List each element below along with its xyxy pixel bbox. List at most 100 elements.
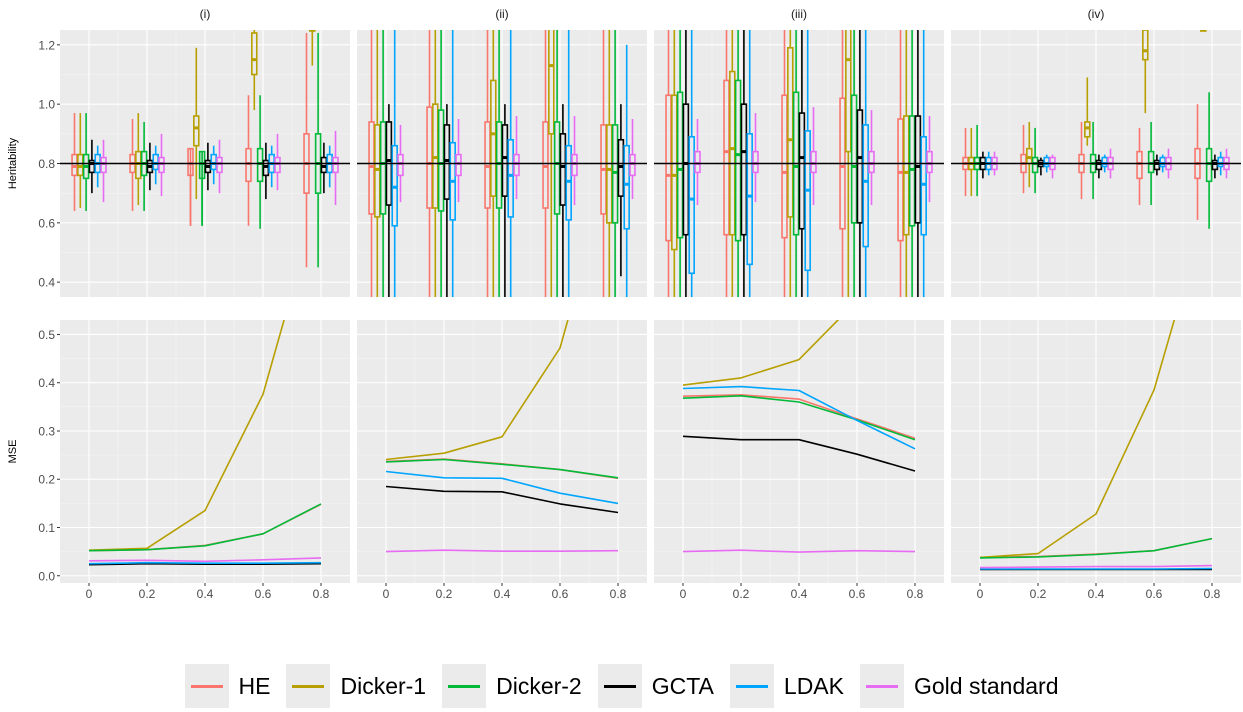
box-he <box>484 30 491 297</box>
box-gcta <box>501 104 509 297</box>
box-dicker-1 <box>1200 30 1207 32</box>
box-gcta <box>146 142 154 191</box>
legend-label-dicker-1: Dicker-1 <box>340 672 427 699</box>
legend-item-ldak: LDAK <box>729 664 844 708</box>
box-body <box>251 32 258 76</box>
panel-content <box>368 30 636 297</box>
box-body <box>553 121 561 215</box>
box-body <box>903 115 910 236</box>
mse-line-gold-standard <box>385 549 619 553</box>
box-dicker-1 <box>374 30 381 297</box>
box-body <box>746 133 753 266</box>
x-tick-label: 0.6 <box>1146 587 1163 601</box>
box-he <box>600 30 607 297</box>
panel-mse-2: 0 0.2 0.4 0.6 0.8 <box>357 320 647 601</box>
box-gcta <box>617 104 625 277</box>
x-tick-label: 0.8 <box>313 587 330 601</box>
legend-label-gcta: GCTA <box>651 672 714 699</box>
x-tick-label: 0.8 <box>907 587 924 601</box>
mse-line-gcta <box>385 485 619 514</box>
box-body <box>490 79 497 197</box>
box-body <box>897 118 904 242</box>
y-tick-label: 0.8 <box>38 157 55 171</box>
box-body <box>623 144 630 230</box>
legend-key-gold-standard <box>860 664 904 708</box>
y-tick-label: 0.5 <box>38 328 55 342</box>
box-body <box>862 124 869 248</box>
box-body <box>723 79 730 236</box>
box-ldak <box>688 30 695 297</box>
mse-line-dicker-2 <box>385 458 619 479</box>
legend-key-dicker-1 <box>286 664 331 708</box>
box-ldak <box>804 30 811 297</box>
panel-title-1: (i) <box>200 7 211 21</box>
mse-line-dicker-1 <box>385 320 569 461</box>
box-gcta <box>559 104 567 297</box>
box-gcta <box>262 142 270 200</box>
legend-label-ldak: LDAK <box>783 672 844 699</box>
box-body <box>1142 30 1149 61</box>
x-tick-label: 0 <box>383 587 390 601</box>
legend-item-dicker-1: Dicker-1 <box>286 664 426 708</box>
box-body <box>507 138 514 218</box>
box-dicker-1 <box>77 113 84 208</box>
y-axis-title-heritability: Heritability <box>7 137 19 189</box>
box-dicker-1 <box>606 30 613 297</box>
panel-title-3: (iii) <box>791 7 807 21</box>
box-body <box>688 136 695 275</box>
mse-line-gold-standard <box>979 564 1213 569</box>
figure: Heritability 0.4 0.6 0.8 1.0 1.2 (i) (ii) (iii) (… <box>7 7 1241 601</box>
x-tick-label: 0 <box>977 587 984 601</box>
box-body <box>850 94 858 224</box>
y-tick-label: 0.3 <box>38 424 55 438</box>
box-dicker-1 <box>729 30 736 297</box>
box-body <box>740 103 748 236</box>
box-body <box>501 124 509 197</box>
box-ldak <box>391 30 398 297</box>
box-body <box>676 91 684 239</box>
panel-heritability-4: (iv) <box>951 7 1241 297</box>
box-body <box>193 115 200 147</box>
box-body <box>787 46 794 218</box>
box-body <box>781 94 788 239</box>
mse-line-dicker-2 <box>682 394 916 441</box>
box-ldak <box>507 30 514 297</box>
box-gcta <box>443 104 451 297</box>
mse-line-ldak <box>682 385 916 450</box>
x-tick-label: 0.2 <box>1030 587 1047 601</box>
panel-heritability-1: (i) <box>60 7 350 297</box>
panel-mse-3: 0 0.2 0.4 0.6 0.8 <box>654 320 944 601</box>
box-he <box>897 30 904 297</box>
panel-content <box>682 320 916 553</box>
panel-mse-1: 0 0.2 0.4 0.6 0.8 <box>60 320 350 601</box>
legend-item-gcta: GCTA <box>597 664 714 708</box>
box-gcta <box>320 142 328 194</box>
mse-line-ldak <box>980 567 1213 570</box>
y-tick-label: 0.6 <box>38 216 55 230</box>
box-dicker-2 <box>553 30 561 297</box>
box-body <box>729 70 736 236</box>
box-ldak <box>746 30 753 297</box>
box-dicker-2 <box>908 30 916 297</box>
panel-content <box>979 320 1213 571</box>
mse-line-dicker-2 <box>88 503 322 552</box>
panel-heritability-2: (ii) <box>357 7 647 297</box>
mse-line-gcta <box>682 435 916 472</box>
box-dicker-1 <box>251 30 258 111</box>
box-gcta <box>914 30 922 297</box>
box-body <box>606 124 613 224</box>
legend-item-he: HE <box>184 664 270 708</box>
y-tick-label: 0.0 <box>38 569 55 583</box>
box-gcta <box>204 142 212 191</box>
box-he <box>665 30 672 297</box>
box-ldak <box>920 30 927 297</box>
box-dicker-1 <box>490 30 497 297</box>
y-tick-label: 0.4 <box>38 276 55 290</box>
legend-key-dicker-2 <box>442 664 487 708</box>
box-ldak <box>565 30 572 297</box>
y-tick-label: 1.2 <box>38 38 55 52</box>
box-gcta <box>856 30 864 297</box>
y-tick-label: 1.0 <box>38 98 55 112</box>
mse-line-ldak <box>385 470 619 505</box>
x-tick-label: 0.4 <box>197 587 214 601</box>
